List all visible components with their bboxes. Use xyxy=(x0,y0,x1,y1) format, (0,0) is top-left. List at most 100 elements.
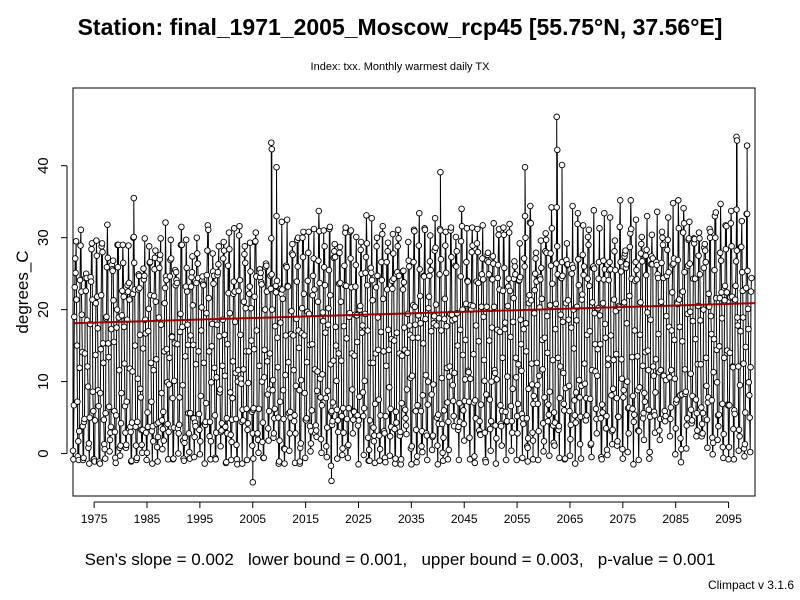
data-point xyxy=(260,454,268,462)
data-point xyxy=(742,409,749,416)
data-point xyxy=(356,393,363,400)
data-point xyxy=(236,222,243,230)
lower-bound: lower bound = 0.001, xyxy=(248,550,408,569)
data-point xyxy=(687,370,694,377)
data-point xyxy=(730,425,737,433)
data-point xyxy=(701,247,709,254)
data-point xyxy=(101,455,109,462)
data-point xyxy=(686,260,694,267)
data-point xyxy=(607,332,615,339)
data-point xyxy=(554,146,561,154)
data-point xyxy=(197,438,204,445)
data-point xyxy=(631,327,638,334)
data-point xyxy=(679,338,686,345)
data-point xyxy=(352,283,359,290)
data-point xyxy=(95,402,102,410)
data-point xyxy=(334,417,342,424)
data-point xyxy=(697,361,705,368)
data-point xyxy=(692,396,700,403)
data-point xyxy=(272,289,280,296)
data-point xyxy=(586,395,594,403)
data-point xyxy=(104,254,112,262)
data-point xyxy=(374,314,382,321)
data-point xyxy=(742,284,750,292)
data-point xyxy=(741,453,748,460)
data-point xyxy=(586,282,593,290)
data-point xyxy=(145,243,153,250)
data-point xyxy=(402,422,410,429)
data-point xyxy=(429,432,437,439)
data-point xyxy=(521,212,529,220)
data-point xyxy=(529,429,536,436)
data-point xyxy=(451,369,458,377)
data-point xyxy=(436,271,443,278)
data-point xyxy=(266,350,274,357)
data-point xyxy=(375,432,383,439)
data-point xyxy=(434,442,441,449)
data-point xyxy=(413,453,421,460)
data-point xyxy=(251,293,258,300)
data-point xyxy=(143,449,151,457)
data-point xyxy=(740,360,747,367)
data-point xyxy=(97,345,105,353)
data-point xyxy=(729,363,737,371)
data-point xyxy=(422,315,429,323)
data-point xyxy=(416,266,423,273)
data-point xyxy=(265,437,272,444)
data-point xyxy=(485,271,493,278)
data-point xyxy=(596,312,604,319)
data-point xyxy=(628,353,636,361)
data-point xyxy=(484,249,492,257)
data-point xyxy=(361,377,368,385)
data-point xyxy=(393,329,401,336)
data-point xyxy=(323,443,330,450)
data-point xyxy=(120,293,127,300)
data-point xyxy=(73,342,81,349)
data-point xyxy=(527,220,535,227)
data-point xyxy=(250,455,257,462)
data-point xyxy=(161,299,168,307)
data-point xyxy=(342,224,349,231)
data-point xyxy=(574,220,581,228)
data-point xyxy=(369,359,377,367)
data-point xyxy=(599,299,607,307)
data-point xyxy=(625,430,632,437)
data-point xyxy=(334,455,341,462)
data-point xyxy=(241,243,249,250)
data-point xyxy=(178,223,185,231)
data-point xyxy=(332,323,339,331)
data-point xyxy=(270,430,278,437)
data-point xyxy=(333,406,341,413)
data-point xyxy=(122,429,129,436)
data-point xyxy=(413,458,420,466)
data-point xyxy=(123,441,130,449)
data-point xyxy=(175,450,182,457)
data-point xyxy=(579,251,586,259)
data-point xyxy=(636,384,643,391)
data-point xyxy=(534,400,542,408)
x-tick-label: 2085 xyxy=(662,512,689,526)
data-point xyxy=(693,409,701,417)
data-point xyxy=(542,236,550,244)
data-point xyxy=(194,260,201,267)
data-point xyxy=(506,220,513,228)
data-point xyxy=(508,447,515,454)
data-point xyxy=(725,456,732,463)
data-point xyxy=(468,248,475,256)
data-point xyxy=(89,388,97,395)
data-point xyxy=(695,252,702,259)
data-point xyxy=(223,415,231,422)
data-point xyxy=(716,343,723,350)
data-point xyxy=(275,414,282,421)
data-point xyxy=(576,394,583,401)
data-point xyxy=(544,417,552,425)
data-point xyxy=(166,273,174,280)
data-point xyxy=(718,315,726,322)
data-point xyxy=(152,298,160,305)
data-point xyxy=(357,302,364,310)
data-point xyxy=(218,427,225,434)
data-point xyxy=(205,226,212,234)
data-point xyxy=(273,277,281,285)
data-point xyxy=(558,161,566,169)
data-point xyxy=(581,380,589,387)
